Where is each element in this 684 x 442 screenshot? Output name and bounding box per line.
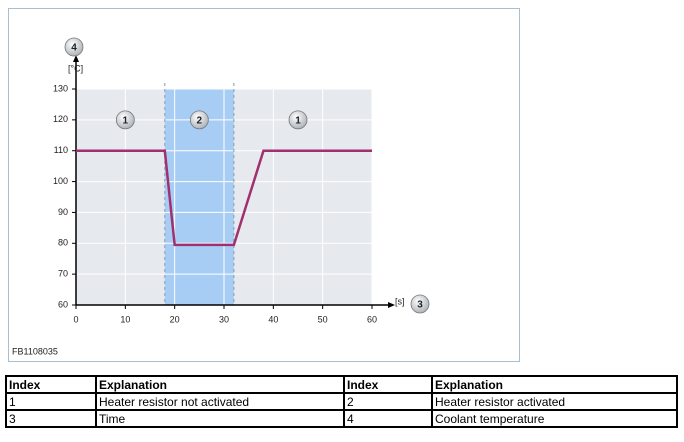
cell: 2 <box>343 392 433 411</box>
table-row: 1 Heater resistor not activated 2 Heater… <box>5 392 678 411</box>
table-row: 3 Time 4 Coolant temperature <box>5 409 678 428</box>
y-tick-label: 60 <box>58 299 68 309</box>
index-label: 3 <box>417 300 423 311</box>
figure-id: FB1108035 <box>12 346 58 356</box>
header-cell: Explanation <box>431 375 678 394</box>
y-unit: [°C] <box>68 63 83 73</box>
x-tick-label: 40 <box>268 314 278 324</box>
cell: Heater resistor activated <box>431 392 678 411</box>
data-line <box>76 149 372 247</box>
cell: 4 <box>343 409 433 428</box>
x-unit: [s] <box>395 296 405 306</box>
header-cell: Index <box>343 375 433 394</box>
y-tick-label: 110 <box>54 145 68 155</box>
y-tick-label: 130 <box>53 83 68 93</box>
cell: Time <box>95 409 345 428</box>
cell: 1 <box>5 392 97 411</box>
y-tick-label: 80 <box>58 238 68 248</box>
y-tick-label: 70 <box>58 269 68 279</box>
index-label: 1 <box>123 115 129 126</box>
x-tick-label: 10 <box>120 314 130 324</box>
index-badge <box>288 110 308 130</box>
legend-table: Index Explanation Index Explanation 1 He… <box>5 375 678 428</box>
index-label: 1 <box>295 115 301 126</box>
figure-frame <box>8 8 520 362</box>
index-badge <box>64 37 84 57</box>
header-cell: Explanation <box>95 375 345 394</box>
y-tick-label: 90 <box>58 207 68 217</box>
index-badge <box>410 294 430 314</box>
chart: FB1108035 60 70 80 90 100 110 120 130 0 10 20 30 40 5… <box>12 37 430 356</box>
cell: Coolant temperature <box>431 409 678 428</box>
index-label: 4 <box>71 43 77 54</box>
x-tick-label: 50 <box>318 314 328 324</box>
header-cell: Index <box>5 375 97 394</box>
cell: 3 <box>5 409 97 428</box>
x-arrow <box>388 302 395 308</box>
x-tick-label: 20 <box>170 314 180 324</box>
x-tick-label: 60 <box>367 314 377 324</box>
y-tick-label: 120 <box>53 114 68 124</box>
x-tick-label: 30 <box>219 314 229 324</box>
y-arrow <box>73 55 79 62</box>
index-badge <box>189 110 209 130</box>
index-label: 2 <box>197 115 203 126</box>
y-tick-label: 100 <box>53 176 68 186</box>
cell: Heater resistor not activated <box>95 392 345 411</box>
index-badge <box>115 110 135 130</box>
x-tick-label: 0 <box>73 314 78 324</box>
table-header: Index Explanation Index Explanation <box>5 375 678 394</box>
